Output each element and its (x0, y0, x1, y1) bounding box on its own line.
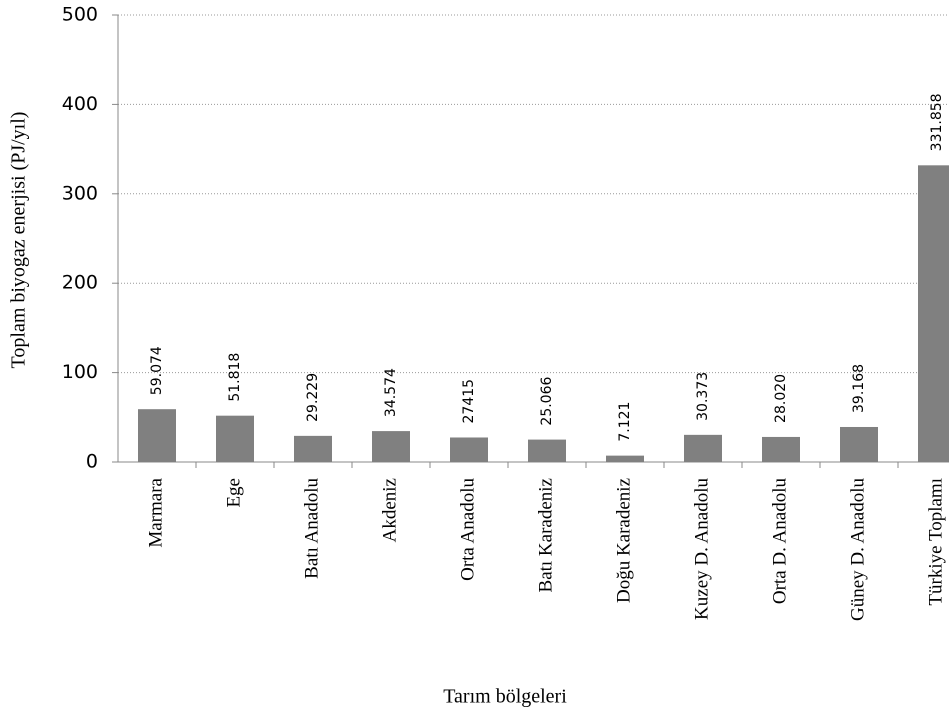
x-tick-label: Marmara (145, 477, 166, 547)
x-tick-label: Orta D. Anadolu (769, 478, 790, 605)
bar (840, 426, 878, 462)
data-label: 39.168 (851, 364, 867, 413)
data-label: 27415 (461, 379, 477, 424)
x-tick-label: Orta Anadolu (457, 478, 478, 581)
x-axis-title: Tarım bölgeleri (443, 686, 567, 708)
data-label: 30.373 (695, 372, 711, 421)
data-label: 28.020 (773, 374, 789, 423)
x-tick-label: Akdeniz (379, 478, 400, 542)
y-tick-label: 400 (62, 93, 98, 115)
data-label: 7.121 (617, 402, 633, 442)
x-tick-label: Güney D. Anadolu (847, 478, 868, 622)
y-tick-label: 100 (62, 361, 98, 383)
bar (372, 431, 410, 462)
bar (450, 437, 488, 462)
x-tick-label: Batı Anadolu (301, 478, 322, 579)
data-label: 25.066 (539, 377, 555, 426)
y-axis-title: Toplam biyogaz enerjisi (PJ/yıl) (8, 112, 30, 369)
bar (762, 436, 800, 462)
data-label: 51.818 (227, 353, 243, 402)
x-tick-label: Ege (223, 478, 244, 508)
data-label: 331.858 (929, 93, 945, 151)
y-tick-label: 500 (62, 4, 98, 26)
data-label: 34.574 (383, 368, 399, 417)
y-tick-label: 200 (62, 272, 98, 294)
x-tick-label: Kuzey D. Anadolu (691, 478, 712, 620)
bar (138, 409, 176, 462)
x-tick-label: Batı Karadeniz (535, 478, 556, 592)
x-tick-label: Doğu Karadeniz (613, 478, 634, 603)
y-tick-label: 0 (86, 451, 98, 473)
bar (918, 165, 949, 462)
data-label: 29.229 (305, 373, 321, 422)
bar (684, 434, 722, 462)
bar (216, 415, 254, 462)
bar (606, 455, 644, 462)
y-tick-label: 300 (62, 182, 98, 204)
data-label: 59.074 (149, 346, 165, 395)
bar (294, 435, 332, 462)
x-tick-label: Türkiye Toplamı (925, 478, 946, 606)
bar (528, 439, 566, 462)
